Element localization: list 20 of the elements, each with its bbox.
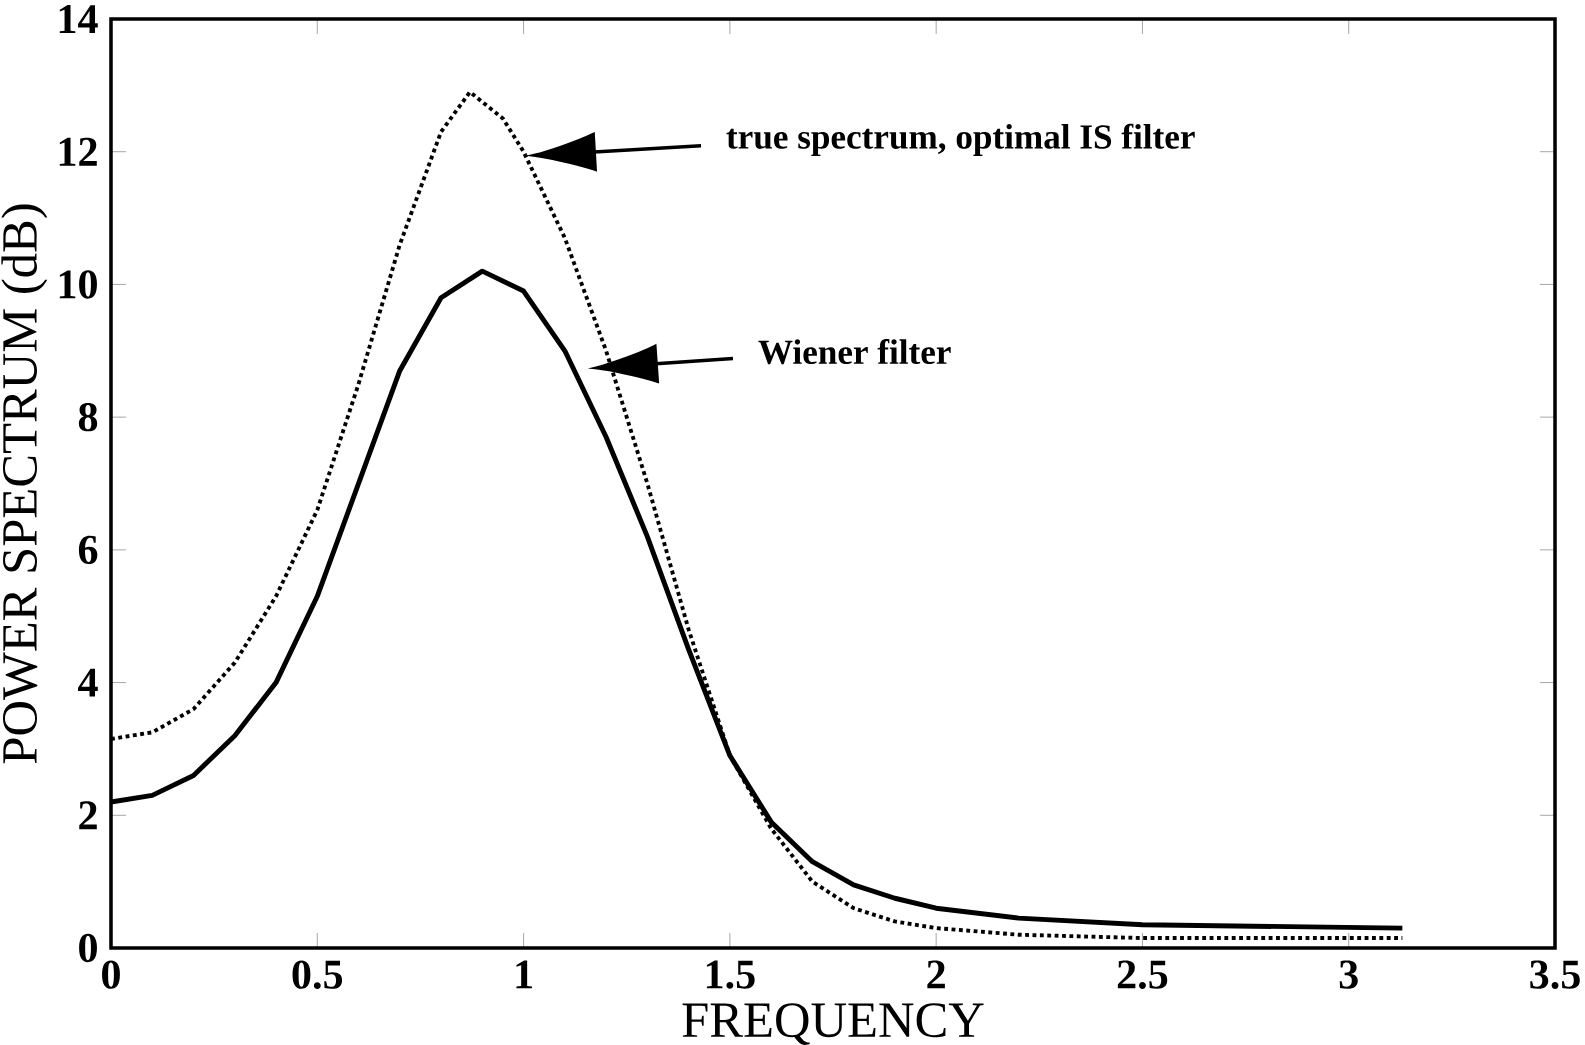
y-tick-label: 2 [79,801,97,830]
y-tick-label: 10 [59,270,97,299]
x-tick-label: 1 [516,960,532,989]
y-tick-label: 14 [59,5,98,33]
y-tick-label: 4 [78,668,98,697]
x-tick-label: 2 [927,960,945,989]
y-tick-label: 0 [79,933,97,963]
y-tick-label: 8 [78,402,98,432]
x-tick-label: 0 [102,960,120,989]
annotation: Wiener filter [758,339,951,365]
y-axis-title: POWER SPECTRUM (dB) [1,204,48,764]
y-tick-label: 6 [78,535,98,564]
x-tick-label: 3.5 [1530,960,1580,989]
x-tick-label: 2.5 [1117,960,1168,989]
annotation: true spectrum, optimal IS filter [726,123,1195,156]
x-axis-title: FREQUENCY [682,1003,984,1045]
x-tick-label: 3 [1339,960,1358,989]
x-tick-label: 1.5 [706,960,755,989]
y-tick-label: 12 [59,137,97,166]
x-tick-label: 0.5 [292,960,343,990]
